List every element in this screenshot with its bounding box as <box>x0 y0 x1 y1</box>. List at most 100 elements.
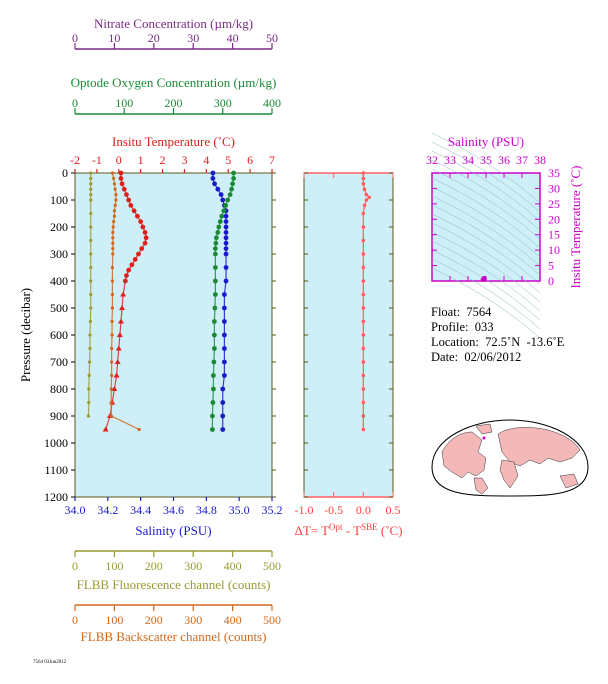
temperature-point <box>113 372 120 378</box>
delta-t-point <box>361 414 366 418</box>
salinity-point <box>223 224 229 230</box>
ts-density-contour <box>431 240 541 312</box>
backscatter-tick-label: 500 <box>263 613 281 627</box>
backscatter-point <box>110 360 114 364</box>
backscatter-point <box>110 373 114 378</box>
backscatter-point <box>111 241 115 245</box>
fluorescence-profile-line <box>87 173 92 417</box>
oxygen-tick-label: 100 <box>115 96 133 110</box>
fluorescence-point <box>89 182 93 186</box>
oxygen-point <box>210 413 215 419</box>
salinity-point <box>223 278 229 284</box>
backscatter-point <box>110 333 114 337</box>
delta-t-point <box>361 176 366 181</box>
delta-t-label-part: Opt <box>329 522 343 532</box>
ts-salinity-tick-label: 34 <box>462 153 474 167</box>
backscatter-point <box>112 214 116 218</box>
fluorescence-point <box>89 193 93 197</box>
delta-t-point <box>361 387 366 391</box>
salinity-point <box>218 192 224 198</box>
salinity-point <box>221 359 227 365</box>
map-land <box>499 459 519 489</box>
delta-t-point <box>364 198 369 202</box>
salinity-point <box>210 170 216 176</box>
oxygen-point <box>211 332 217 338</box>
delta-t-point <box>367 195 372 200</box>
pressure-tick-label: 900 <box>50 409 68 423</box>
delta-t-point <box>361 346 366 351</box>
temperature-point <box>118 176 124 181</box>
fluorescence-point <box>89 265 93 270</box>
backscatter-point <box>109 387 113 391</box>
temperature-point <box>124 192 129 198</box>
delta-t-point <box>361 252 366 256</box>
oxygen-point <box>231 170 236 176</box>
ts-density-contour <box>431 249 541 321</box>
temperature-point <box>119 305 126 310</box>
fluorescence-point <box>88 333 92 337</box>
fluorescence-tick-label: 200 <box>145 559 163 573</box>
delta-t-point <box>361 333 366 337</box>
backscatter-point <box>111 236 115 240</box>
delta-t-tick-label: 0.0 <box>356 503 371 517</box>
ts-density-contour <box>431 150 541 222</box>
oxygen-point <box>210 400 216 405</box>
delta-t-label-part: - T <box>343 523 362 538</box>
fluorescence-tick-label: 500 <box>263 559 281 573</box>
pressure-tick-label: 800 <box>50 382 68 396</box>
ts-density-contour <box>431 159 541 231</box>
ts-temperature-tick-label: 5 <box>548 259 554 273</box>
fluorescence-tick-label: 300 <box>184 559 202 573</box>
fluorescence-point <box>89 198 93 202</box>
temperature-point <box>143 235 149 241</box>
backscatter-point <box>110 319 114 324</box>
temperature-point <box>119 181 125 187</box>
temperature-point <box>128 203 134 208</box>
salinity-point <box>223 251 229 257</box>
salinity-point <box>220 400 226 405</box>
ts-density-contour <box>431 222 541 294</box>
ts-temperature-tick-label: 15 <box>548 228 560 242</box>
backscatter-point <box>110 306 115 310</box>
temperature-point <box>115 345 122 351</box>
pressure-axis-label: Pressure (decibar) <box>18 288 33 382</box>
ts-salinity-tick-label: 36 <box>498 153 510 167</box>
ts-temperature-tick-label: 30 <box>548 181 560 195</box>
temperature-point <box>142 240 148 246</box>
profile-number: Profile: 033 <box>431 320 494 334</box>
backscatter-point <box>137 427 141 432</box>
fluorescence-tick-label: 100 <box>105 559 123 573</box>
delta-t-label-part: SBE <box>361 522 378 532</box>
ts-salinity-tick-label: 38 <box>534 153 546 167</box>
oxygen-point <box>212 265 218 270</box>
salinity-point <box>212 181 217 187</box>
ts-salinity-axis-label: Salinity (PSU) <box>448 134 524 149</box>
backscatter-point <box>110 171 115 175</box>
fluorescence-point <box>89 225 93 229</box>
fluorescence-point <box>87 400 91 405</box>
ts-density-contour <box>431 132 541 204</box>
delta-t-label-part: ΔT= T <box>294 523 329 538</box>
pressure-tick-label: 400 <box>50 274 68 288</box>
backscatter-point <box>110 292 115 297</box>
map-land <box>559 473 579 489</box>
temperature-point <box>102 426 109 432</box>
fluorescence-point <box>87 373 91 378</box>
temperature-point <box>132 257 138 262</box>
delta-t-point <box>361 211 366 216</box>
temperature-point <box>138 219 144 225</box>
fluorescence-point <box>89 238 93 243</box>
nitrate-tick-label: 40 <box>227 31 239 45</box>
salinity-point <box>221 305 227 311</box>
oxygen-point <box>231 176 236 181</box>
oxygen-axis-label: Optode Oxygen Concentration (µm/kg) <box>71 75 277 90</box>
delta-t-point <box>361 373 366 378</box>
delta-t-point <box>361 182 366 186</box>
temperature-point <box>142 230 148 235</box>
pressure-tick-label: 700 <box>50 355 68 369</box>
pressure-tick-label: 1100 <box>44 463 68 477</box>
pressure-tick-label: 300 <box>50 247 68 261</box>
salinity-point <box>223 240 229 246</box>
pressure-tick-label: 100 <box>50 193 68 207</box>
salinity-point <box>223 235 229 241</box>
